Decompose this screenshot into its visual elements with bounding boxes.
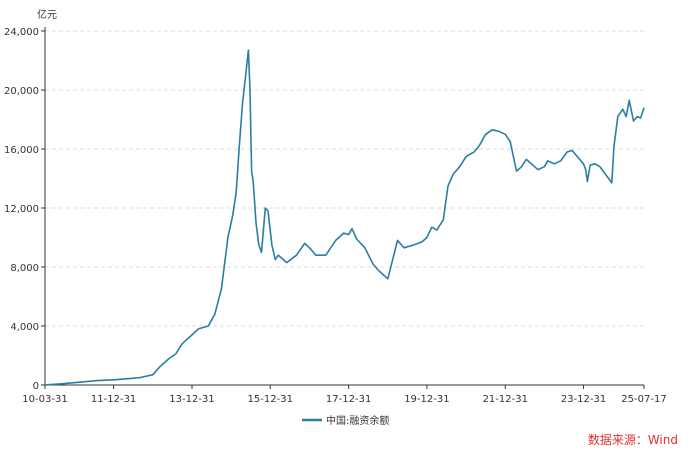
x-tick-label: 25-07-17 (621, 394, 666, 405)
x-tick-label: 17-12-31 (326, 394, 371, 405)
x-tick-label: 21-12-31 (483, 394, 528, 405)
legend-label: 中国:融资余额 (326, 414, 389, 427)
series-line (44, 49, 645, 386)
y-tick-label: 0 (33, 381, 39, 392)
legend[interactable]: 中国:融资余额 (302, 414, 389, 427)
y-tick-label: 24,000 (4, 27, 39, 38)
y-tick-label: 12,000 (4, 204, 39, 215)
y-axis-ticks: 0 4,000 8,000 12,000 16,000 20,000 24,000 (4, 27, 45, 392)
axes (44, 27, 644, 386)
y-tick-label: 4,000 (10, 322, 39, 333)
y-tick-label: 16,000 (4, 145, 39, 156)
plot-area (44, 49, 645, 386)
x-tick-label: 23-12-31 (561, 394, 606, 405)
x-tick-label: 11-12-31 (91, 394, 136, 405)
x-axis-ticks: 10-03-31 11-12-31 13-12-31 15-12-31 17-12-31… (22, 385, 667, 405)
x-tick-label: 19-12-31 (404, 394, 449, 405)
x-tick-label: 15-12-31 (248, 394, 293, 405)
y-tick-label: 20,000 (4, 86, 39, 97)
x-tick-label: 10-03-31 (22, 394, 67, 405)
y-axis-unit: 亿元 (37, 8, 57, 21)
y-tick-label: 8,000 (10, 263, 39, 274)
source-note: 数据来源：Wind (587, 433, 678, 447)
x-tick-label: 13-12-31 (169, 394, 214, 405)
gridlines (45, 30, 644, 327)
